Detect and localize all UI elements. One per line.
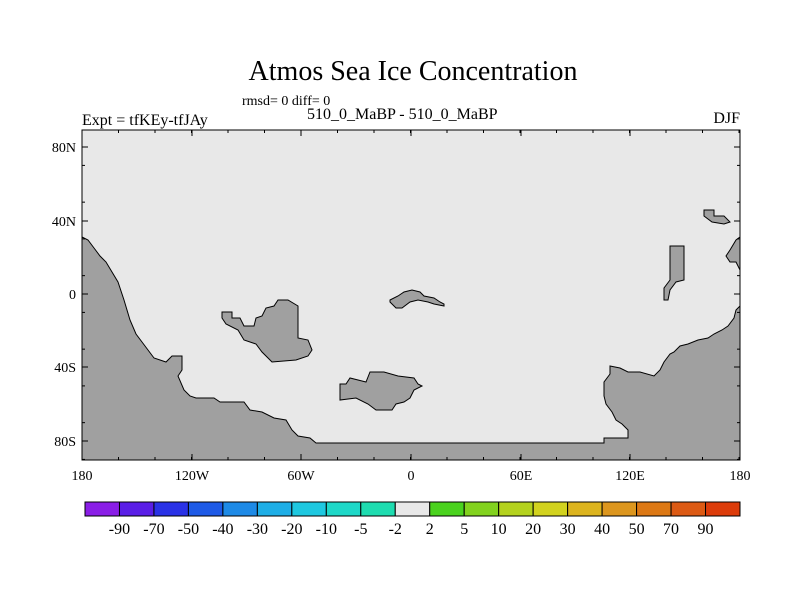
colorbar-swatch — [187, 501, 224, 517]
colorbar-label: -90 — [109, 521, 130, 538]
colorbar-label: -5 — [354, 521, 367, 538]
colorbar-label: -10 — [316, 521, 337, 538]
season-label: DJF — [713, 110, 740, 127]
lon-tick-60e: 60E — [510, 469, 533, 484]
colorbar-label: 70 — [663, 521, 679, 538]
lon-tick-0: 0 — [408, 469, 415, 484]
colorbar-label: -40 — [212, 521, 233, 538]
colorbar-swatch — [222, 501, 258, 517]
lat-tick-40n: 40N — [52, 215, 76, 230]
map-axis-ticks — [81, 130, 741, 460]
lat-tick-80n: 80N — [52, 141, 76, 156]
colorbar-label: 2 — [426, 521, 434, 538]
colorbar-swatch — [153, 501, 189, 517]
colorbar-swatch — [498, 501, 534, 517]
colorbar-swatch — [325, 501, 362, 517]
colorbar-swatch — [394, 501, 431, 517]
colorbar-swatch — [291, 501, 327, 517]
land-pacific-island — [221, 299, 313, 363]
colorbar-label: 10 — [491, 521, 507, 538]
land-masses — [81, 209, 741, 461]
lat-tick-0: 0 — [69, 288, 76, 303]
colorbar-swatch — [601, 501, 638, 517]
colorbar-swatch — [429, 501, 465, 517]
land-equatorial-island — [389, 289, 445, 309]
colorbar-swatch — [567, 501, 603, 517]
colorbar-swatch — [636, 501, 672, 517]
map-title: Atmos Sea Ice Concentration — [248, 56, 578, 87]
colorbar-labels: -90 -70 -50 -40 -30 -20 -10 -5 -2 2 5 10 20 30 40 50 70 9… — [109, 521, 714, 538]
colorbar-swatch — [84, 501, 120, 517]
colorbar-label: 5 — [460, 521, 468, 538]
colorbar-swatch — [532, 501, 569, 517]
lon-tick-180e: 180 — [730, 469, 751, 484]
land-southern-continent — [81, 236, 741, 461]
land-northern-island — [703, 209, 731, 225]
colorbar-label: -2 — [389, 521, 402, 538]
lon-tick-60w: 60W — [287, 469, 315, 484]
colorbar-label: -20 — [281, 521, 302, 538]
land-atlantic-island — [339, 371, 424, 411]
colorbar-label: 40 — [594, 521, 610, 538]
colorbar-swatch — [118, 501, 155, 517]
colorbar-swatch — [463, 501, 500, 517]
colorbar-swatch — [705, 501, 741, 517]
colorbar-label: 50 — [629, 521, 645, 538]
colorbar-label: 20 — [525, 521, 541, 538]
lon-tick-180w: 180 — [72, 469, 93, 484]
map-subtitle: 510_0_MaBP - 510_0_MaBP — [307, 106, 498, 123]
experiment-label: Expt = tfKEy-tfJAy — [82, 112, 208, 129]
lon-tick-120e: 120E — [615, 469, 645, 484]
land-elongated-island — [663, 245, 685, 301]
lat-tick-40s: 40S — [54, 361, 76, 376]
lon-tick-120w: 120W — [175, 469, 210, 484]
colorbar-label: 30 — [560, 521, 576, 538]
colorbar-label: -30 — [247, 521, 268, 538]
colorbar — [84, 501, 741, 517]
colorbar-swatch — [360, 501, 396, 517]
colorbar-swatch — [670, 501, 707, 517]
colorbar-label: -70 — [143, 521, 164, 538]
lat-tick-80s: 80S — [54, 435, 76, 450]
rmsd-diff-stats: rmsd= 0 diff= 0 — [242, 94, 331, 109]
colorbar-label: 90 — [698, 521, 714, 538]
colorbar-swatch — [256, 501, 293, 517]
colorbar-label: -50 — [178, 521, 199, 538]
